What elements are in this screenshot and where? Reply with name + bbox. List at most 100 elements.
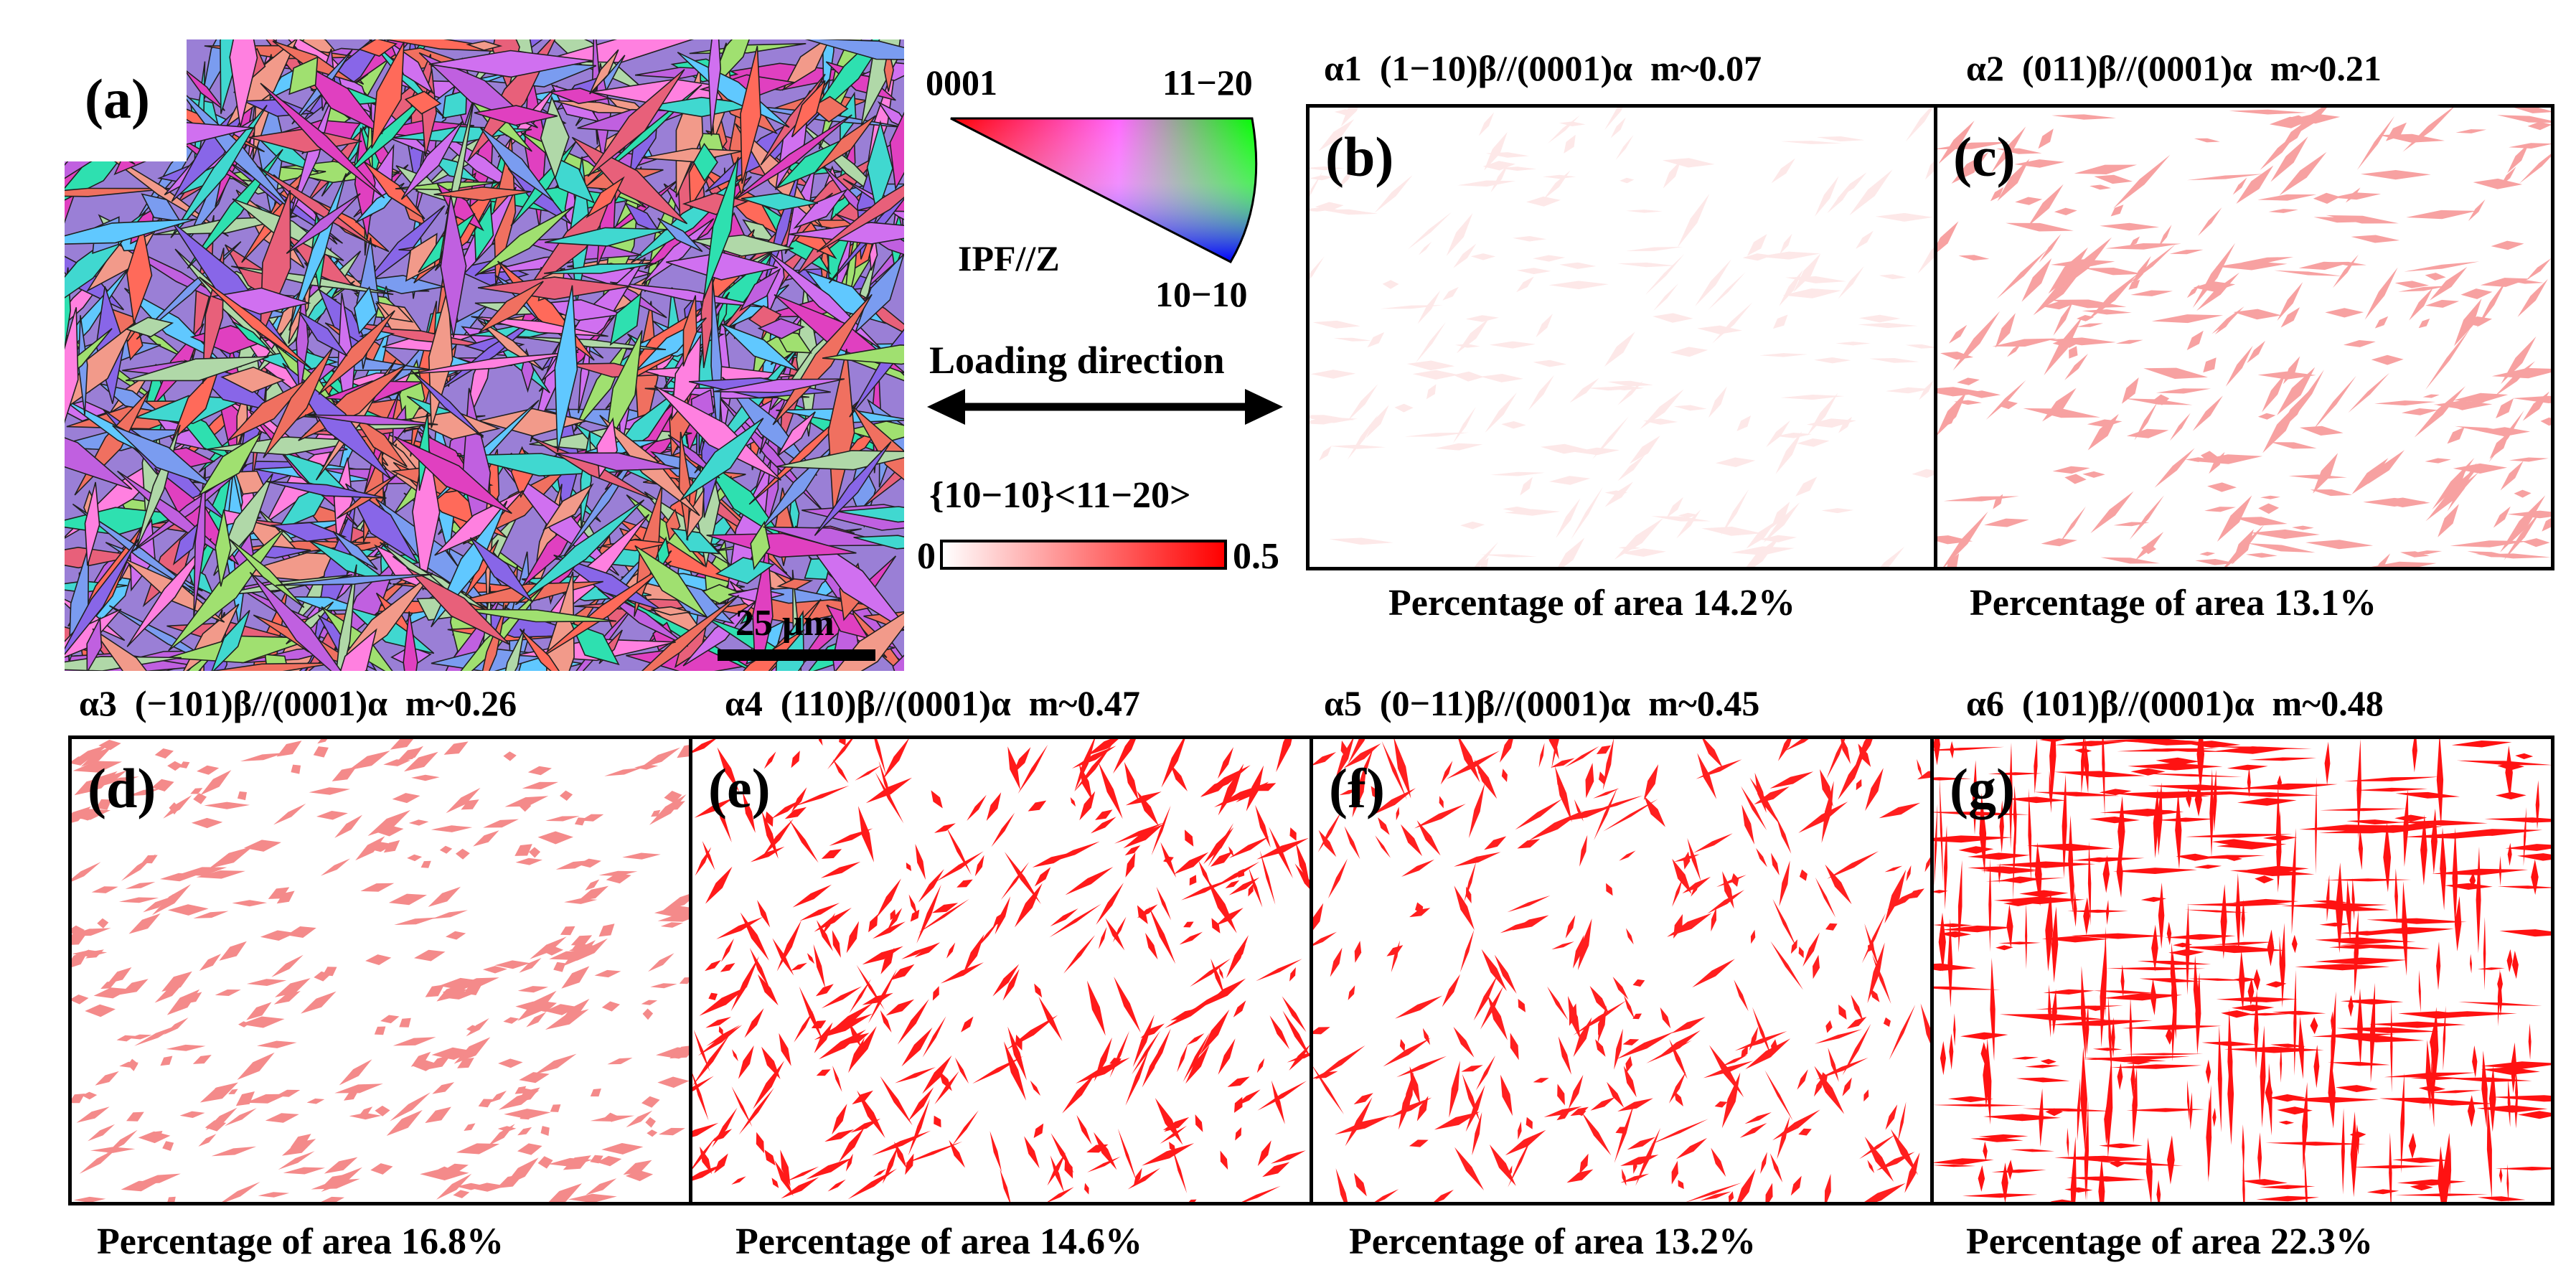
panel-d-grain [577,858,601,868]
panel-d-grain [407,854,423,862]
panel-d-grain [497,1126,517,1132]
panel-d-grain [413,1060,438,1071]
panel-e-grain [1294,863,1310,889]
panel-b-grain [1617,455,1645,481]
panel-b-grain [1520,476,1533,496]
panel-d-grain [246,979,287,986]
panel-d-grain [436,984,462,1002]
panel-b-grain [1310,171,1323,197]
panel-b-grain [1404,432,1470,437]
panel-d-grain [420,860,431,868]
panel-d-grain [116,1035,136,1042]
panel-g-grain [2358,827,2363,870]
ipf-grain [77,315,88,415]
panel-d-grain [258,1192,290,1198]
panel-d-grain [128,1034,152,1040]
panel-d-grain [436,1173,472,1200]
panel-c-grain [1997,159,2030,202]
panel-g-grain [2270,1043,2306,1048]
panel-d-grain [642,1008,654,1020]
panel-g-grain [2310,1017,2318,1035]
panel-b-grain [1470,253,1496,260]
panel-f-grain [1799,869,1808,881]
panel-d-grain [456,1183,486,1190]
panel-e-grain [918,898,969,934]
panel-f-grain [1864,1137,1894,1182]
panel-b-grain [1592,416,1629,460]
panel-f-grain [1672,877,1683,907]
panel-c-grain [2442,470,2466,507]
panel-g-grain [2112,868,2197,874]
panel-b-grain [1548,281,1609,290]
panel-d-grain [72,1094,85,1104]
ipf-grain [804,39,904,60]
panel-b-grain [1630,436,1660,464]
ipf-grain [634,545,708,619]
panel-e-grain [702,840,715,870]
panel-g-grain [2153,788,2159,859]
panel-g-grain [2051,906,2059,983]
panel-f-grain [1386,945,1404,956]
panel-e-grain [922,1016,946,1058]
panel-d-grain [271,954,304,977]
panel-d-grain [596,1155,622,1167]
panel-c-grain [1996,249,2048,299]
panel-f-grain [1473,974,1498,1021]
panel-d-grain [276,1089,301,1097]
panel-d-grain [390,739,414,750]
panel-f-grain [1765,1183,1773,1202]
panel-f-grain [1883,1017,1891,1027]
panel-g-grain [2187,1080,2190,1123]
panel-d-grain [91,770,128,789]
panel-f-grain [1481,949,1507,992]
panel-g-grain [1934,739,1940,766]
panel-f-grain [1510,1033,1519,1061]
panel-c-grain [2110,205,2124,217]
panel-e-grain [763,751,776,769]
panel-f-grain [1374,1189,1399,1202]
panel-g-grain [2483,916,2486,990]
panel-g-grain [2049,739,2056,804]
panel-e-grain [1173,852,1209,875]
panel-f-grain [1599,771,1606,785]
panel-f-grain [1750,929,1756,944]
panel-b-grain [1453,371,1484,382]
ipf-grain [371,42,405,149]
panel-g-grain [2267,929,2275,967]
panel-e-grain [992,964,1020,997]
panel-f-grain [1409,1139,1429,1147]
panel-g-grain [2051,989,2057,1035]
panel-f-label: (f) [1329,757,1385,819]
panel-g-grain [2355,787,2428,792]
ipf-grain [456,608,617,623]
panel-d-grain [425,1106,451,1124]
panel-c-grain [2044,316,2083,376]
panel-e-grain [1050,908,1078,926]
panel-d-grain [388,893,427,906]
panel-b-grain [1662,158,1715,168]
panel-g-grain [2070,1136,2077,1202]
panel-c-grain [2007,342,2022,357]
panel-c-grain [2201,451,2218,463]
panel-e-grain [922,1055,952,1094]
panel-e-grain [1204,978,1246,1006]
ipf-grain [710,279,723,452]
panel-d-grain [503,751,517,761]
ipf-grain [589,49,619,95]
panel-g-grain [2227,1008,2233,1115]
panel-d-grain [601,1143,644,1155]
panel-c-grain [2522,538,2550,547]
panel-e-grain [1169,1142,1176,1152]
panel-e-grain [794,785,850,807]
panel-g-grain [2315,776,2318,875]
panel-c-grain [2194,138,2220,143]
panel-f-grain [1317,811,1342,852]
panel-b-grain [1310,417,1358,423]
panel-f-grain [1617,1098,1653,1111]
panel-e-grain [1195,1114,1203,1132]
panel-e-grain [951,1110,979,1147]
panel-b-grain [1905,344,1934,349]
panel-g-grain [2324,741,2331,786]
panel-f-title: α5 (0−11)β//(0001)α m~0.45 [1324,683,1760,723]
panel-b-grain [1484,131,1508,171]
